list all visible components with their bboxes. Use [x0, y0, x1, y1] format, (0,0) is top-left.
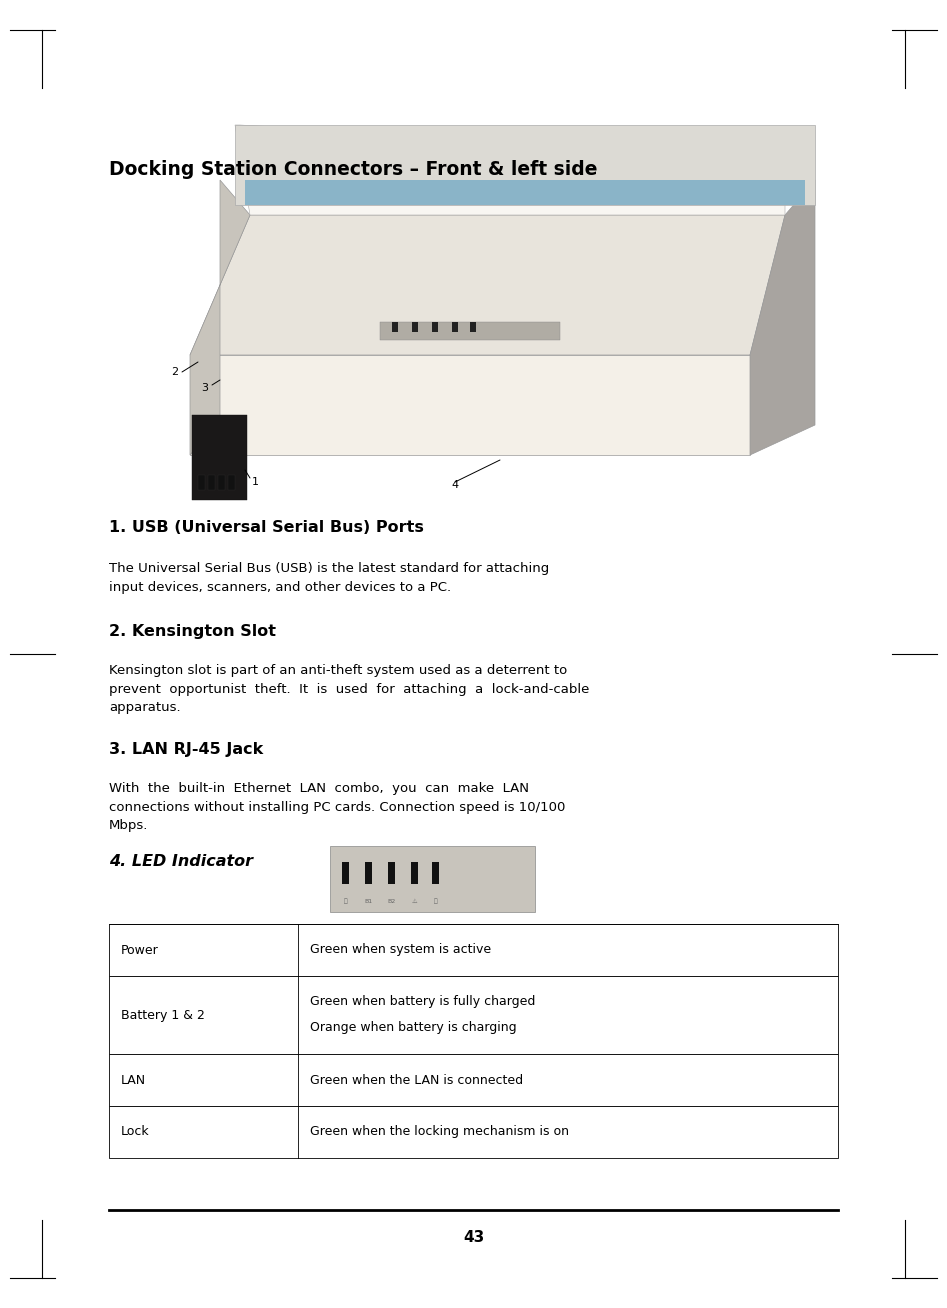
- Text: B1: B1: [365, 899, 372, 904]
- Text: Docking Station Connectors – Front & left side: Docking Station Connectors – Front & lef…: [109, 160, 598, 179]
- Polygon shape: [190, 181, 250, 455]
- Text: ⏻: ⏻: [344, 899, 348, 904]
- Text: 2. Kensington Slot: 2. Kensington Slot: [109, 624, 276, 640]
- Text: With  the  built-in  Ethernet  LAN  combo,  you  can  make  LAN
connections with: With the built-in Ethernet LAN combo, yo…: [109, 782, 565, 832]
- Text: 1: 1: [252, 477, 259, 487]
- Text: Green when system is active: Green when system is active: [311, 943, 491, 956]
- Text: 4: 4: [452, 480, 458, 490]
- Text: 3: 3: [202, 383, 208, 392]
- Text: ⚠: ⚠: [412, 899, 418, 904]
- Bar: [411, 862, 418, 884]
- Text: Green when the locking mechanism is on: Green when the locking mechanism is on: [311, 1125, 569, 1138]
- Text: Lock: Lock: [121, 1125, 150, 1138]
- Bar: [412, 322, 418, 332]
- Text: LAN: LAN: [121, 1074, 146, 1087]
- Polygon shape: [190, 215, 785, 354]
- Text: Green when the LAN is connected: Green when the LAN is connected: [311, 1074, 524, 1087]
- Bar: [228, 475, 235, 490]
- Bar: [109, 976, 838, 1054]
- Text: 2: 2: [171, 368, 179, 377]
- Bar: [380, 322, 560, 340]
- Text: B2: B2: [387, 899, 396, 904]
- Text: 3. LAN RJ-45 Jack: 3. LAN RJ-45 Jack: [109, 742, 263, 757]
- Bar: [198, 475, 205, 490]
- Text: Green when battery is fully charged: Green when battery is fully charged: [311, 995, 536, 1008]
- Text: Power: Power: [121, 943, 159, 956]
- Text: 🔒: 🔒: [434, 899, 438, 904]
- Bar: [365, 862, 372, 884]
- Bar: [218, 475, 225, 490]
- Bar: [432, 322, 438, 332]
- Bar: [470, 322, 476, 332]
- Bar: [235, 126, 815, 205]
- Bar: [388, 862, 395, 884]
- Text: Kensington slot is part of an anti-theft system used as a deterrent to
prevent  : Kensington slot is part of an anti-theft…: [109, 664, 589, 714]
- Polygon shape: [235, 126, 785, 215]
- Bar: [192, 415, 247, 500]
- Bar: [452, 322, 458, 332]
- Bar: [109, 1054, 838, 1107]
- Polygon shape: [190, 354, 750, 455]
- Bar: [342, 862, 349, 884]
- Bar: [109, 1107, 838, 1158]
- Bar: [208, 475, 215, 490]
- Text: 1. USB (Universal Serial Bus) Ports: 1. USB (Universal Serial Bus) Ports: [109, 521, 423, 535]
- Text: Battery 1 & 2: Battery 1 & 2: [121, 1008, 205, 1022]
- Text: The Universal Serial Bus (USB) is the latest standard for attaching
input device: The Universal Serial Bus (USB) is the la…: [109, 562, 549, 594]
- Bar: [330, 846, 535, 912]
- Bar: [245, 181, 805, 205]
- Text: Orange when battery is charging: Orange when battery is charging: [311, 1022, 517, 1035]
- Bar: [432, 862, 439, 884]
- Bar: [109, 923, 838, 976]
- Text: 4. LED Indicator: 4. LED Indicator: [109, 854, 253, 869]
- Bar: [392, 322, 398, 332]
- Text: 43: 43: [463, 1231, 484, 1245]
- Polygon shape: [750, 181, 815, 455]
